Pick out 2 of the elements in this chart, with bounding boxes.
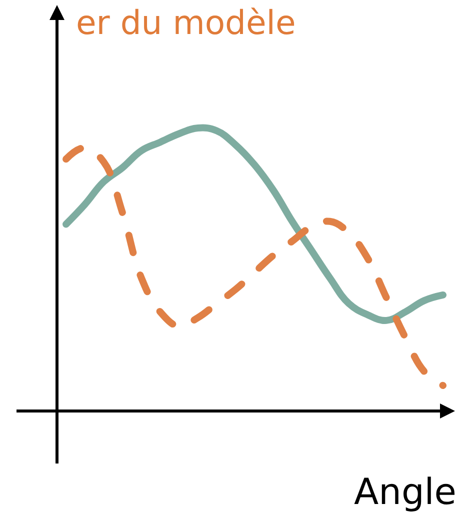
x-axis-title: Angle (354, 472, 456, 513)
y-axis-title: er du modèle (76, 3, 296, 42)
